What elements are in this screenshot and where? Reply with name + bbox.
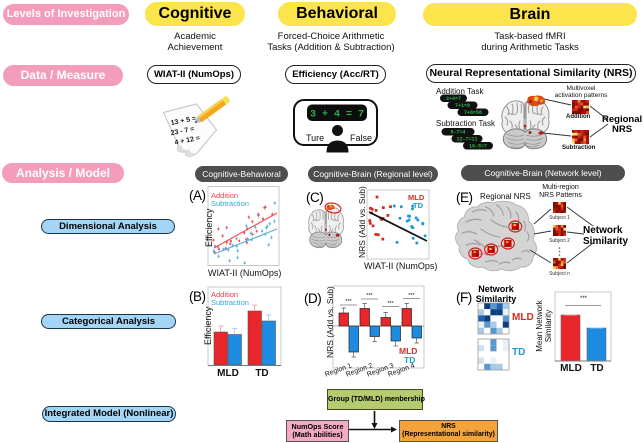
svg-text:12-7=11: 12-7=11: [456, 137, 477, 143]
svg-text:3 + 4 = 7: 3 + 4 = 7: [310, 110, 364, 121]
svg-text:3+4=7: 3+4=7: [446, 96, 461, 102]
svg-text:4 + 12 =: 4 + 12 =: [174, 135, 201, 147]
svg-text:13 + 5 =: 13 + 5 =: [170, 115, 197, 127]
svg-text:7+1=9: 7+1=9: [455, 103, 470, 109]
svg-text:Subject 1: Subject 1: [549, 215, 570, 221]
svg-text:23 - 7 =: 23 - 7 =: [170, 126, 195, 137]
svg-text:7+8=56: 7+8=56: [464, 110, 482, 116]
svg-text:16-9=7: 16-9=7: [469, 144, 487, 150]
svg-text:9-7=4: 9-7=4: [450, 130, 465, 136]
svg-text:Subject 2: Subject 2: [549, 238, 570, 244]
svg-text:Subject n: Subject n: [549, 271, 570, 277]
